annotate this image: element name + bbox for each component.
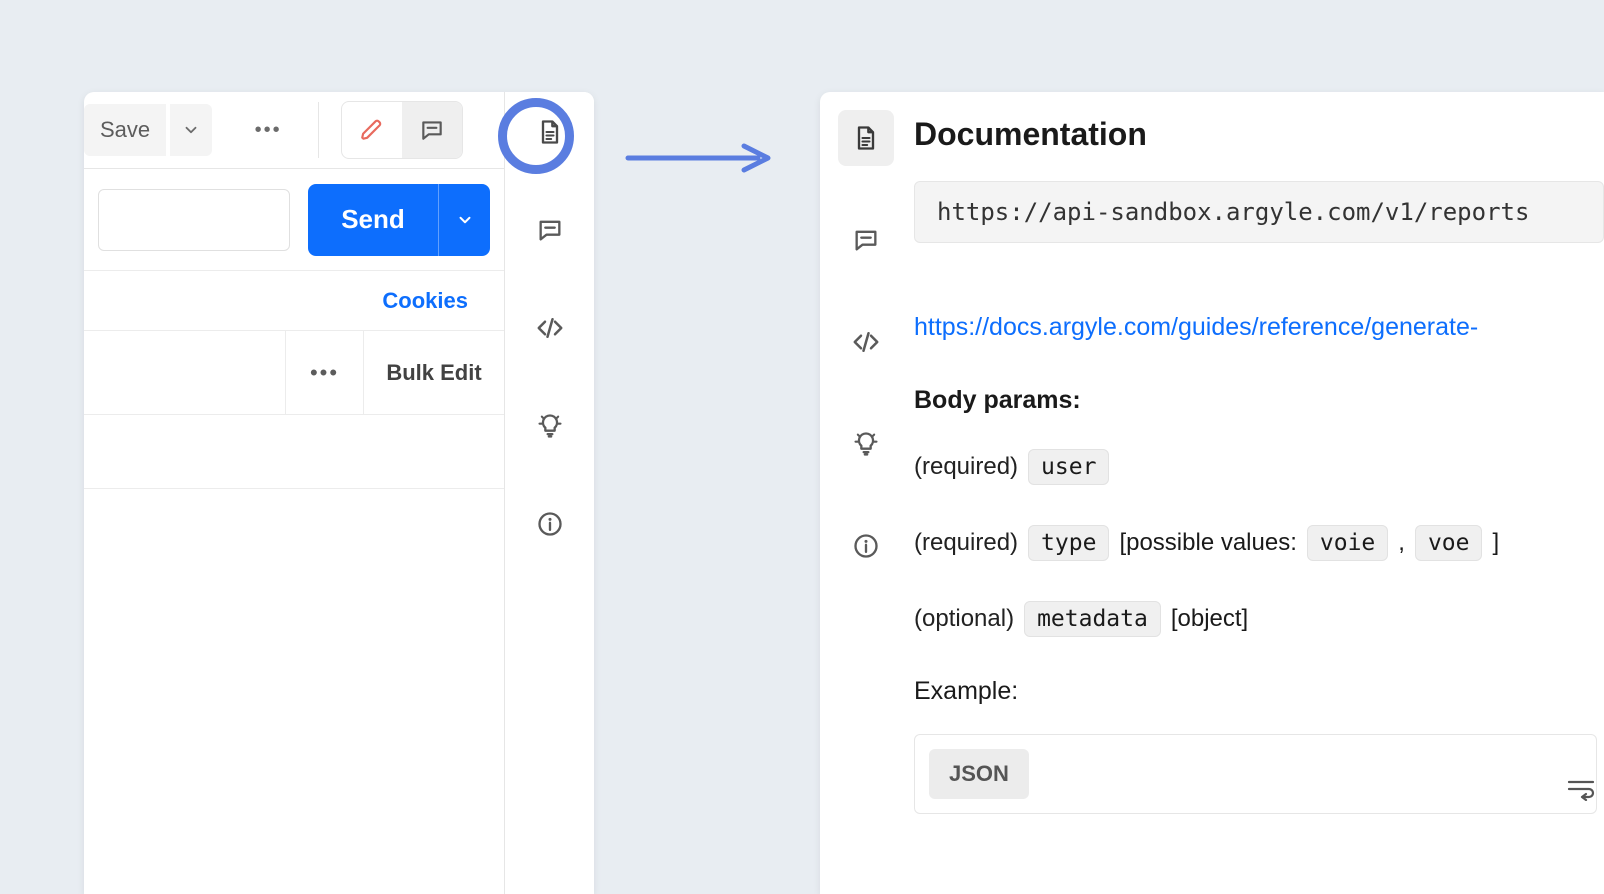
rail-tips-button[interactable] <box>522 398 578 454</box>
save-dropdown-chevron[interactable] <box>170 104 212 156</box>
edit-mode-button[interactable] <box>342 102 402 158</box>
json-tab[interactable]: JSON <box>929 749 1029 799</box>
pencil-icon <box>359 117 385 143</box>
rail-comments-button[interactable] <box>838 212 894 268</box>
document-icon <box>852 124 880 152</box>
comment-icon <box>536 216 564 244</box>
reference-link[interactable]: https://docs.argyle.com/guides/reference… <box>914 313 1604 342</box>
mode-toggle <box>341 101 463 159</box>
ellipsis-icon: ••• <box>310 360 339 386</box>
send-button[interactable]: Send <box>308 184 438 256</box>
ellipsis-icon: ••• <box>255 119 282 142</box>
url-input[interactable] <box>98 189 290 251</box>
params-more-button[interactable]: ••• <box>286 331 364 414</box>
toolbar-divider <box>318 102 319 158</box>
param-row-user: (required) user <box>914 449 1604 485</box>
lightbulb-icon <box>536 412 564 440</box>
rail-tips-button[interactable] <box>838 416 894 472</box>
info-icon <box>852 532 880 560</box>
rail-info-button[interactable] <box>522 496 578 552</box>
rail-code-button[interactable] <box>838 314 894 370</box>
request-panel: Save ••• <box>84 92 594 894</box>
document-icon <box>536 118 564 146</box>
info-icon <box>536 510 564 538</box>
code-icon <box>851 327 881 357</box>
rail-comments-button[interactable] <box>522 202 578 258</box>
chevron-down-icon <box>182 121 200 139</box>
send-button-group: Send <box>308 184 490 256</box>
param-requirement: (required) <box>914 529 1018 557</box>
wrap-lines-button[interactable] <box>1566 777 1596 801</box>
left-side-rail <box>504 92 594 894</box>
rail-documentation-button[interactable] <box>522 104 578 160</box>
cookies-link[interactable]: Cookies <box>382 288 468 314</box>
params-table-row <box>84 415 504 489</box>
param-name: type <box>1028 525 1109 561</box>
param-value-separator: , <box>1398 529 1405 557</box>
example-heading: Example: <box>914 677 1604 706</box>
param-values-suffix: ] <box>1492 529 1499 557</box>
json-tab-label: JSON <box>949 761 1009 787</box>
send-dropdown-chevron[interactable] <box>438 184 490 256</box>
comment-icon <box>419 117 445 143</box>
param-value: voie <box>1307 525 1388 561</box>
rail-documentation-button[interactable] <box>838 110 894 166</box>
param-value: voe <box>1415 525 1483 561</box>
documentation-body: Documentation https://api-sandbox.argyle… <box>912 92 1604 894</box>
params-header-spacer <box>84 331 286 414</box>
example-code-block: JSON <box>914 734 1597 814</box>
param-name: user <box>1028 449 1109 485</box>
bulk-edit-button[interactable]: Bulk Edit <box>364 331 504 414</box>
rail-code-button[interactable] <box>522 300 578 356</box>
arrow-annotation <box>624 140 774 176</box>
chevron-down-icon <box>456 211 474 229</box>
documentation-title: Documentation <box>914 116 1604 153</box>
param-requirement: (optional) <box>914 605 1014 633</box>
param-row-type: (required) type [possible values: voie ,… <box>914 525 1604 561</box>
documentation-panel: Documentation https://api-sandbox.argyle… <box>820 92 1604 894</box>
save-button[interactable]: Save <box>84 104 166 156</box>
code-icon <box>535 313 565 343</box>
param-name: metadata <box>1024 601 1161 637</box>
send-label: Send <box>341 204 405 235</box>
comment-icon <box>852 226 880 254</box>
endpoint-url-box[interactable]: https://api-sandbox.argyle.com/v1/report… <box>914 181 1604 243</box>
lightbulb-icon <box>852 430 880 458</box>
more-actions-button[interactable]: ••• <box>240 104 296 156</box>
bulk-edit-label: Bulk Edit <box>386 360 481 386</box>
param-requirement: (required) <box>914 453 1018 481</box>
param-row-metadata: (optional) metadata [object] <box>914 601 1604 637</box>
wrap-icon <box>1566 777 1596 801</box>
param-values-prefix: [possible values: <box>1119 529 1296 557</box>
param-type-annotation: [object] <box>1171 605 1248 633</box>
right-side-rail <box>820 92 912 894</box>
rail-info-button[interactable] <box>838 518 894 574</box>
save-label: Save <box>100 117 150 143</box>
body-params-heading: Body params: <box>914 386 1604 415</box>
comment-mode-button[interactable] <box>402 102 462 158</box>
